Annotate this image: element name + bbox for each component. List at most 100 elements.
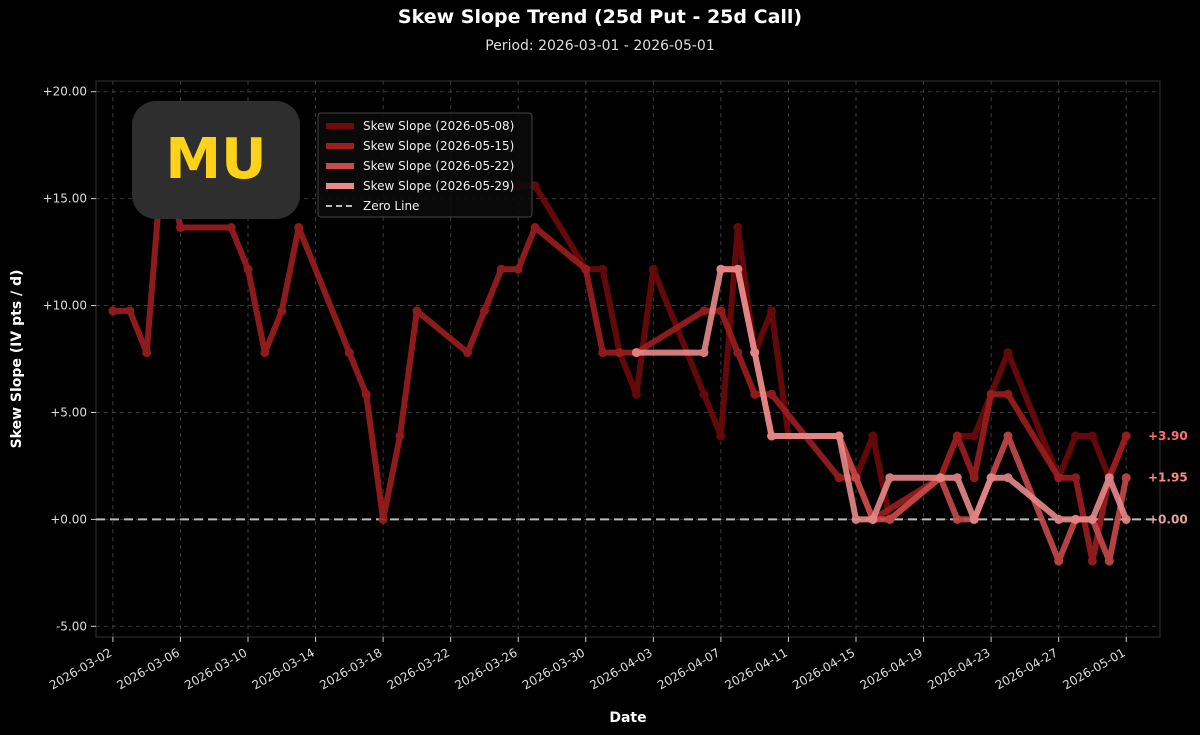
- series-point: [1003, 431, 1013, 441]
- series-point: [1087, 431, 1097, 441]
- series-point: [463, 348, 473, 358]
- series-point: [142, 348, 152, 358]
- series-line: [109, 141, 1130, 565]
- legend-entry-label: Skew Slope (2026-05-22): [363, 159, 514, 173]
- series-point: [530, 223, 540, 232]
- series-point: [699, 306, 709, 316]
- series-point: [648, 264, 658, 274]
- series-point: [969, 514, 979, 524]
- series-point: [952, 473, 962, 483]
- series-point: [969, 431, 979, 441]
- series-point: [631, 389, 641, 399]
- series-point: [1087, 556, 1097, 566]
- legend: Skew Slope (2026-05-08) Skew Slope (2026-…: [317, 112, 533, 218]
- series-point: [952, 431, 962, 441]
- x-tick-label: 2026-03-10: [182, 645, 249, 692]
- x-tick-label: 2026-03-22: [385, 645, 452, 692]
- series-point: [361, 389, 371, 399]
- series-point: [716, 431, 726, 441]
- y-tick-label: +10.00: [43, 299, 87, 313]
- legend-entry-label: Skew Slope (2026-05-29): [363, 179, 514, 193]
- series-point: [1121, 473, 1131, 483]
- series-point: [598, 348, 608, 358]
- y-tick-label: +5.00: [50, 405, 87, 419]
- x-tick-label: 2026-04-19: [858, 645, 925, 692]
- series-point: [1054, 556, 1064, 566]
- series-point: [716, 306, 726, 316]
- series-point: [699, 389, 709, 399]
- series-point: [378, 514, 388, 524]
- series-point: [733, 223, 743, 232]
- series-point: [952, 514, 962, 524]
- series-point: [851, 514, 861, 524]
- x-tick-label: 2026-04-15: [790, 645, 857, 692]
- series-point: [750, 348, 760, 358]
- x-tick-label: 2026-03-14: [250, 645, 317, 692]
- series-point: [412, 306, 422, 316]
- ticker-badge: MU: [132, 101, 300, 219]
- chart-title: Skew Slope Trend (25d Put - 25d Call): [397, 6, 803, 28]
- series-point: [767, 389, 777, 399]
- legend-entry-label: Skew Slope (2026-05-15): [363, 139, 514, 153]
- series-point: [767, 306, 777, 316]
- series-point: [1121, 514, 1131, 524]
- series-point: [935, 473, 945, 483]
- series-point: [125, 306, 135, 316]
- series-point: [1054, 514, 1064, 524]
- series-point: [1071, 431, 1081, 441]
- series-point: [1121, 431, 1131, 441]
- series-point: [834, 431, 844, 441]
- x-tick-label: 2026-03-26: [452, 645, 519, 692]
- series-point: [868, 514, 878, 524]
- x-tick-label: 2026-04-11: [723, 645, 790, 692]
- chart-subtitle: Period: 2026-03-01 - 2026-05-01: [485, 38, 715, 54]
- series-point: [733, 348, 743, 358]
- series-point: [277, 306, 287, 316]
- series-point: [868, 431, 878, 441]
- x-tick-label: 2026-03-30: [520, 645, 587, 692]
- series-point: [1104, 556, 1114, 566]
- x-tick-label: 2026-03-18: [317, 645, 384, 692]
- series-4: [631, 264, 1131, 524]
- legend-entry-label: Zero Line: [363, 199, 419, 213]
- y-tick-label: +0.00: [50, 512, 87, 526]
- series-point: [699, 348, 709, 358]
- x-tick-label: 2026-04-03: [587, 645, 654, 692]
- legend-box: [317, 112, 533, 218]
- series-point: [395, 431, 405, 441]
- series-point: [479, 306, 489, 316]
- series-point: [1003, 473, 1013, 483]
- series-point: [344, 348, 354, 358]
- series-point: [1071, 514, 1081, 524]
- y-axis-label: Skew Slope (IV pts / d): [9, 270, 25, 449]
- series-point: [513, 264, 523, 274]
- end-value-label: +1.95: [1148, 471, 1188, 485]
- series-point: [598, 264, 608, 274]
- series-point: [631, 348, 641, 358]
- y-tick-label: +20.00: [43, 85, 87, 99]
- series-point: [1087, 514, 1097, 524]
- series-point: [615, 348, 625, 358]
- x-tick-label: 2026-03-06: [115, 645, 182, 692]
- y-tick-label: +15.00: [43, 192, 87, 206]
- series-point: [294, 223, 304, 232]
- x-axis-label: Date: [609, 710, 646, 726]
- series-point: [750, 389, 760, 399]
- x-tick-label: 2026-03-02: [47, 645, 114, 692]
- series-point: [851, 473, 861, 483]
- plot-frame: [95, 80, 1161, 638]
- series-point: [1054, 473, 1064, 483]
- series-point: [530, 181, 540, 191]
- series-point: [108, 306, 118, 316]
- series-point: [581, 264, 591, 274]
- x-tick-label: 2026-04-07: [655, 645, 722, 692]
- series-point: [243, 264, 253, 274]
- end-value-label: +0.00: [1148, 512, 1188, 526]
- series-2: [108, 139, 1131, 566]
- series-point: [969, 473, 979, 483]
- end-value-label: +3.90: [1148, 429, 1188, 443]
- series-point: [986, 473, 996, 483]
- series-point: [767, 431, 777, 441]
- series-point: [716, 264, 726, 274]
- series-point: [226, 223, 236, 232]
